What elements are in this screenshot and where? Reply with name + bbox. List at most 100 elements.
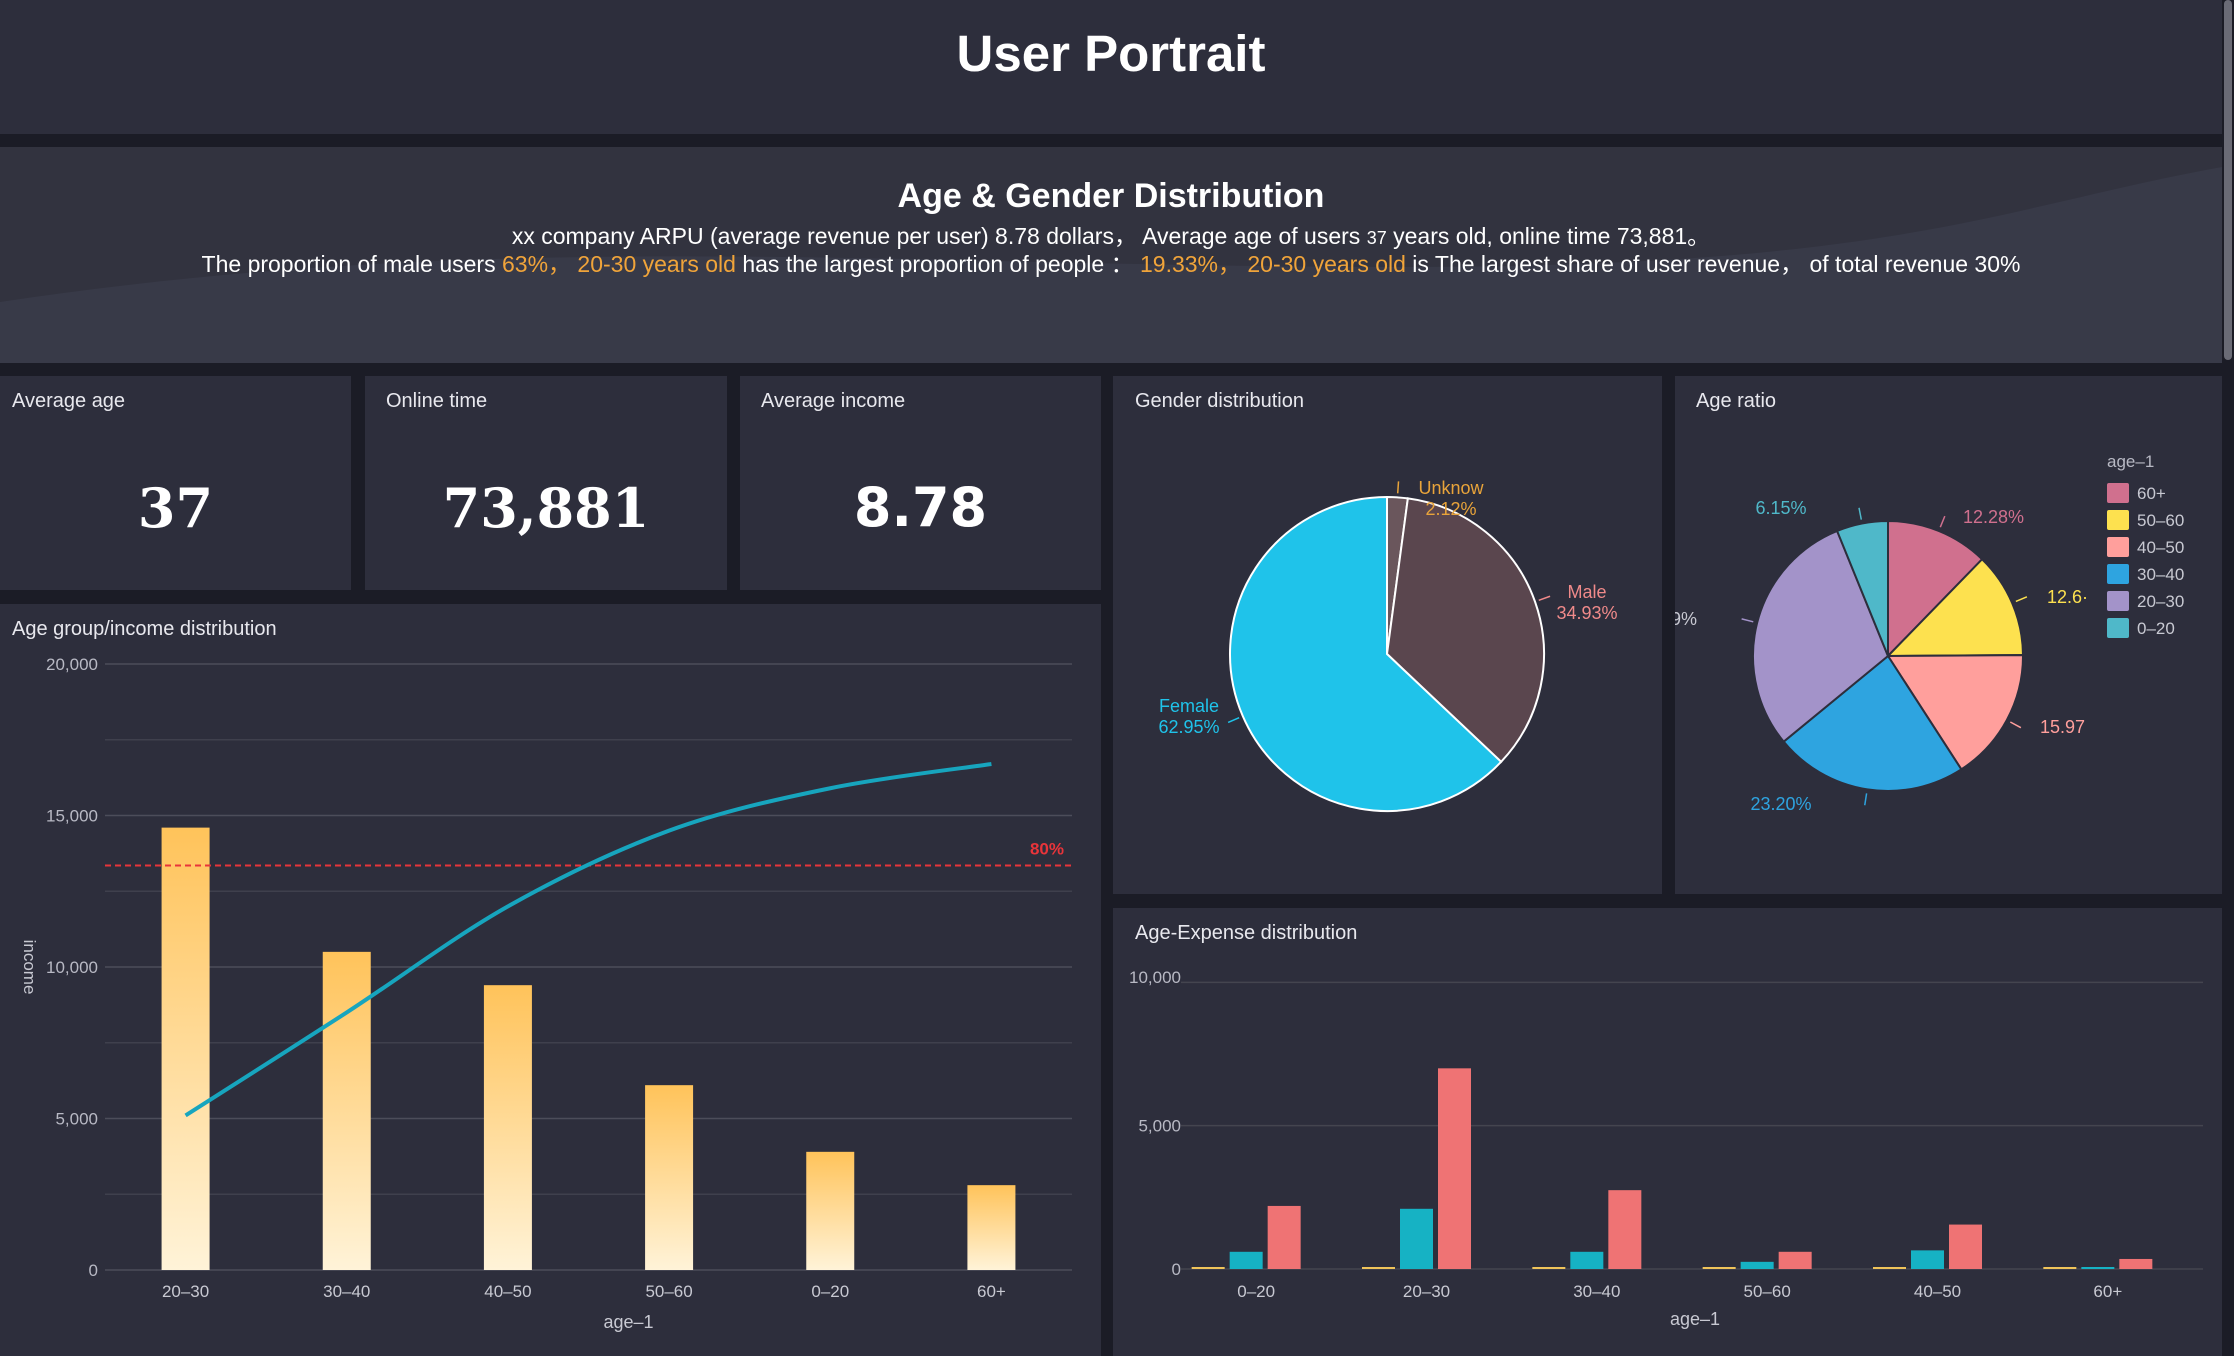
pie-leader-line <box>1396 481 1400 494</box>
pie-label: 23.20% <box>1750 794 1811 814</box>
panel-title: Age group/income distribution <box>12 618 277 640</box>
kpi-label: Online time <box>386 390 488 412</box>
x-tick-label: 50–60 <box>1744 1282 1791 1301</box>
kpi-label: Average income <box>761 390 906 412</box>
expense-bar <box>1911 1250 1944 1269</box>
expense-bar <box>1608 1190 1642 1269</box>
y-tick-label: 20,000 <box>46 655 98 674</box>
legend-label: 30–40 <box>2137 565 2184 584</box>
expense-bar <box>1438 1068 1471 1269</box>
kpi-value: 37 <box>137 476 214 540</box>
age-ratio-panel: Age ratio 12.28% 12.6· 15.97 23.20% 9% 6.15% a… <box>1675 376 2222 894</box>
expense-bar <box>1191 1267 1225 1269</box>
x-tick-label: 40–50 <box>484 1282 531 1301</box>
intro-line-1-c: years old, online time 73,881。 <box>1386 223 1711 249</box>
scrollbar[interactable] <box>2224 0 2232 360</box>
income-bar <box>161 827 210 1270</box>
pie-label: 15.97 <box>2040 717 2085 737</box>
legend-swatch <box>2107 564 2129 584</box>
y-tick-label: 10,000 <box>46 958 98 977</box>
y-tick-label: 5,000 <box>1138 1117 1181 1136</box>
income-bar <box>483 985 532 1270</box>
intro-line-1-b: 37 <box>1366 228 1387 248</box>
age-income-panel: Age group/income distribution 0 5,000 10,0… <box>0 604 1101 1356</box>
pie-leader-line <box>2009 721 2022 729</box>
x-tick-label: 60+ <box>977 1282 1006 1301</box>
expense-bar <box>1532 1267 1566 1269</box>
intro-line-1-a: xx company ARPU (average revenue per use… <box>511 223 1367 249</box>
pie-slice <box>1835 519 1889 657</box>
x-axis-label: age–1 <box>1670 1309 1720 1329</box>
x-tick-label: 0–20 <box>811 1282 849 1301</box>
pie-slice-male <box>1385 497 1545 764</box>
age-expense-panel: Age-Expense distribution 0 5,000 10,000 0–2… <box>1113 908 2222 1356</box>
pie-leader-line <box>1538 595 1551 601</box>
legend-label: 20–30 <box>2137 592 2184 611</box>
income-trend-line <box>184 762 992 1118</box>
income-bar <box>322 951 371 1270</box>
x-tick-label: 0–20 <box>1237 1282 1275 1301</box>
legend-swatch <box>2107 510 2129 530</box>
pie-leader-line <box>1741 618 1754 623</box>
income-bar <box>967 1185 1016 1270</box>
legend-swatch <box>2107 483 2129 503</box>
expense-bar <box>2081 1267 2115 1269</box>
y-tick-label: 0 <box>1172 1260 1181 1279</box>
intro-line-2-e: is The largest share of user revenue， of… <box>1405 251 2021 277</box>
age-ratio-pie-chart: 12.28% 12.6· 15.97 23.20% 9% 6.15% age–1 60+ 50–… <box>1675 452 2184 814</box>
panel-title: Age ratio <box>1696 390 1777 412</box>
kpi-online-time: Online time 73,881 <box>365 376 727 590</box>
expense-bar <box>1229 1251 1263 1269</box>
intro-line-2-b: 63%， 20-30 years old <box>501 251 736 277</box>
pie-label-name: Unknow <box>1418 478 1484 498</box>
intro-line-2-d: 19.33%， 20-30 years old <box>1139 251 1406 277</box>
panel-title: Age-Expense distribution <box>1135 922 1358 944</box>
intro-line-2-a: The proportion of male users <box>201 251 502 277</box>
legend-label: 40–50 <box>2137 538 2184 557</box>
pie-label: 12.6· <box>2047 587 2088 607</box>
pie-label-value: 34.93% <box>1556 603 1617 623</box>
y-tick-label: 5,000 <box>55 1110 98 1129</box>
legend-label: 50–60 <box>2137 511 2184 530</box>
income-bar <box>645 1085 694 1270</box>
expense-bar <box>1400 1208 1433 1269</box>
expense-bar <box>1570 1251 1604 1269</box>
decorative-wave <box>0 167 2222 363</box>
kpi-average-age: Average age 37 <box>0 376 351 590</box>
legend-label: 60+ <box>2137 484 2166 503</box>
x-tick-label: 30–40 <box>323 1282 370 1301</box>
pie-slice <box>1885 557 2025 658</box>
pie-label-name: Female <box>1159 696 1219 716</box>
panel-title: Gender distribution <box>1135 390 1304 412</box>
x-tick-label: 50–60 <box>645 1282 692 1301</box>
expense-bar <box>1740 1261 1774 1269</box>
x-tick-label: 20–30 <box>162 1282 209 1301</box>
intro-line-1: xx company ARPU (average revenue per use… <box>0 217 2222 251</box>
expense-bar <box>1873 1267 1906 1269</box>
legend-swatch <box>2107 591 2129 611</box>
legend-swatch <box>2107 537 2129 557</box>
x-tick-label: 40–50 <box>1914 1282 1961 1301</box>
expense-bar <box>2043 1267 2077 1269</box>
pie-label-value: 62.95% <box>1158 717 1219 737</box>
y-axis-label: income <box>20 940 39 995</box>
pie-leader-line <box>2015 596 2028 603</box>
pie-slice <box>1752 529 1890 744</box>
y-tick-label: 15,000 <box>46 807 98 826</box>
pie-slice <box>1887 519 1984 659</box>
pie-leader-line <box>1864 793 1868 806</box>
expense-bar <box>1949 1224 1982 1269</box>
header-panel: User Portrait <box>0 0 2222 134</box>
pie-slice-female <box>1229 495 1503 812</box>
kpi-average-income: Average income 8.78 <box>740 376 1101 590</box>
pie-leader-line <box>1227 717 1240 724</box>
pie-leader-line <box>1939 515 1946 528</box>
expense-bar <box>1267 1205 1301 1269</box>
expense-bar <box>1702 1267 1736 1269</box>
page-title: User Portrait <box>956 25 1266 82</box>
x-axis-label: age–1 <box>603 1312 653 1332</box>
y-tick-label: 0 <box>89 1261 98 1280</box>
intro-line-2-c: has the largest proportion of people ： <box>735 251 1140 277</box>
pie-label: 12.28% <box>1963 507 2024 527</box>
reference-line-label: 80% <box>1030 839 1064 858</box>
